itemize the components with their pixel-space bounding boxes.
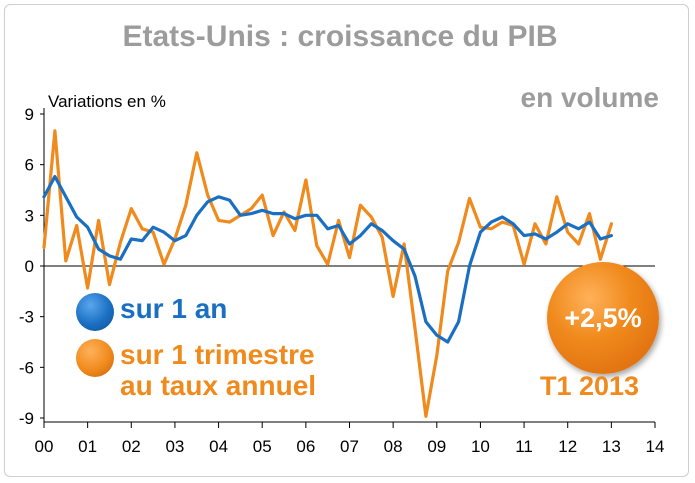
x-tick-label: 08 <box>384 437 403 456</box>
x-tick-label: 06 <box>296 437 315 456</box>
latest-value-badge: +2,5% <box>547 262 659 374</box>
y-tick-label: -3 <box>19 308 34 327</box>
x-tick-label: 00 <box>35 437 54 456</box>
chart-subtitle: en volume <box>520 82 659 113</box>
x-tick-label: 03 <box>165 437 184 456</box>
y-tick-label: 6 <box>25 156 34 175</box>
legend-label-quarterly-line1: sur 1 trimestre <box>120 339 315 370</box>
x-tick-label: 12 <box>558 437 577 456</box>
x-tick-label: 01 <box>78 437 97 456</box>
x-tick-label: 14 <box>646 437 665 456</box>
latest-period: T1 2013 <box>540 371 640 401</box>
y-tick-label: -6 <box>19 358 34 377</box>
y-tick-label: -9 <box>19 409 34 428</box>
y-tick-label: 3 <box>25 206 34 225</box>
chart-title: Etats-Unis : croissance du PIB <box>122 20 558 53</box>
series-line-quarterly <box>42 129 614 418</box>
x-tick-label: 13 <box>602 437 621 456</box>
y-tick-label: 0 <box>25 257 34 276</box>
legend-label-quarterly-line2: au taux annuel <box>120 370 317 401</box>
x-tick-label: 10 <box>471 437 490 456</box>
latest-value: +2,5% <box>564 302 642 333</box>
legend-marker-quarterly <box>76 339 114 377</box>
y-axis-label: Variations en % <box>48 92 166 111</box>
y-tick-label: 9 <box>25 105 34 124</box>
x-tick-label: 04 <box>209 437 228 456</box>
x-tick-label: 05 <box>253 437 272 456</box>
chart-frame <box>4 4 689 477</box>
x-tick-label: 09 <box>427 437 446 456</box>
legend-marker-annual <box>76 293 114 331</box>
x-tick-label: 07 <box>340 437 359 456</box>
x-tick-label: 02 <box>122 437 141 456</box>
legend-label-annual: sur 1 an <box>120 293 228 324</box>
legend-item-annual: sur 1 an <box>76 293 227 331</box>
legend-item-quarterly: sur 1 trimestre au taux annuel <box>76 339 316 401</box>
legend-label-quarterly: sur 1 trimestre au taux annuel <box>120 339 316 401</box>
series-line-annual <box>42 174 614 344</box>
x-tick-label: 11 <box>515 437 533 456</box>
